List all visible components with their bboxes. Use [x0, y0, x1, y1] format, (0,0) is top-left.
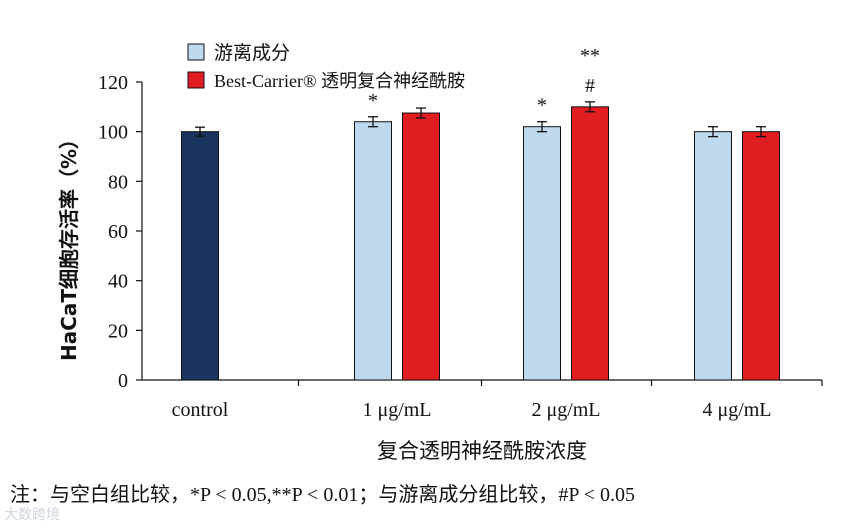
bar: [354, 121, 392, 381]
significance-marker: *: [537, 95, 547, 117]
x-axis-title: 复合透明神经酰胺浓度: [377, 439, 587, 463]
x-tick-label: 2 μg/mL: [531, 399, 600, 421]
legend-swatch: [187, 43, 205, 61]
y-tick-label: 60: [108, 221, 128, 243]
bars-layer: [181, 101, 780, 381]
y-tick-label: 20: [108, 320, 128, 342]
y-axis-title: HaCaT细胞存活率（%）: [57, 129, 81, 361]
x-tick-label: 4 μg/mL: [702, 399, 771, 421]
footnote: 注：与空白组比较，*P < 0.05,**P < 0.01；与游离成分组比较，#…: [10, 478, 635, 507]
bar: [742, 131, 780, 381]
footnote-p2: #P < 0.05: [558, 484, 635, 506]
significance-marker: *: [368, 90, 378, 112]
footnote-prefix: 注：与空白组比较，: [10, 482, 190, 506]
footnote-mid: ；与游离成分组比较，: [358, 482, 559, 506]
x-tick-label: control: [172, 399, 229, 421]
y-tick-label: 40: [108, 271, 128, 293]
significance-marker: #: [585, 75, 595, 97]
significance-marker: **: [580, 45, 600, 67]
x-tick-label: 1 μg/mL: [362, 399, 431, 421]
bar: [181, 131, 219, 381]
y-tick-label: 100: [98, 122, 128, 144]
footnote-p1: *P < 0.05,**P < 0.01: [190, 484, 359, 506]
bar: [571, 106, 609, 381]
bar: [402, 112, 440, 381]
bar: [523, 126, 561, 381]
legend-label: 游离成分: [214, 42, 290, 64]
y-tick-label: 80: [108, 171, 128, 193]
legend-layer: 游离成分 Best-Carrier® 透明复合神经酰胺: [187, 42, 465, 91]
y-tick-label: 120: [98, 72, 128, 94]
watermark: 大数跨境: [4, 507, 60, 523]
labels-layer: 0 20 40 60 80 100 120 control 1 μg/mL 2 μg/mL 4 μg…: [57, 45, 772, 463]
legend-label: Best-Carrier® 透明复合神经酰胺: [214, 71, 465, 91]
legend-swatch: [187, 71, 205, 89]
y-tick-label: 0: [118, 370, 128, 392]
bar: [694, 131, 732, 381]
